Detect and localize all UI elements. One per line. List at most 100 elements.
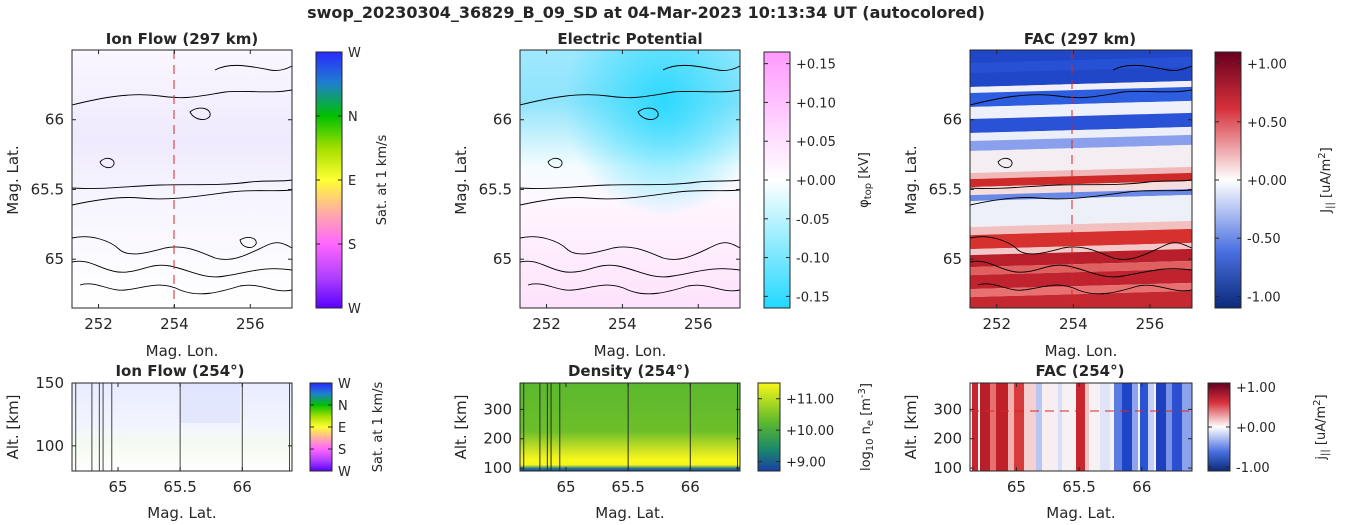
x-tick-label: 254 bbox=[1059, 315, 1088, 333]
fac-profile-ylabel: Alt. [km] bbox=[902, 395, 920, 460]
ion-flow-profile-colorbar-label: Sat. at 1 km/s bbox=[371, 382, 386, 473]
colorbar-tick-label: +0.50 bbox=[1247, 116, 1287, 131]
potential-map-colorbar-label: φtop [kV] bbox=[857, 152, 874, 208]
y-tick-label: 66 bbox=[943, 111, 962, 129]
fac-map-frame bbox=[969, 49, 1193, 309]
density-profile-axes: 65 65.5 66 100 200 300 bbox=[483, 383, 740, 496]
fac-profile-frame bbox=[969, 382, 1193, 472]
y-tick-label: 200 bbox=[933, 430, 962, 448]
fac-map-title: FAC (297 km) bbox=[1024, 30, 1136, 48]
ion-flow-profile-xlabel: Mag. Lat. bbox=[147, 504, 216, 522]
ion-flow-map-colorbar bbox=[316, 52, 342, 308]
colorbar-tick-label: -1.00 bbox=[1247, 290, 1281, 305]
ion-flow-profile-ylabel: Alt. [km] bbox=[4, 395, 22, 460]
y-tick-label: 200 bbox=[483, 430, 512, 448]
y-tick-label: 300 bbox=[483, 400, 512, 418]
colorbar-tick-label: N bbox=[338, 399, 348, 414]
colorbar-tick-label: +1.00 bbox=[1236, 381, 1276, 396]
colorbar-tick-label: S bbox=[348, 238, 356, 253]
x-tick-label: 65 bbox=[108, 478, 127, 496]
ion-flow-map-panel: Ion Flow (297 km) 252 254 256 65 65.5 66 Mag.… bbox=[4, 30, 390, 360]
density-profile-lines bbox=[523, 383, 739, 471]
y-tick-label: 65.5 bbox=[479, 180, 512, 198]
y-tick-label: 65 bbox=[943, 250, 962, 268]
fac-map-colorbar-ticks: +1.00 +0.50 +0.00 -0.50 -1.00 bbox=[1215, 58, 1287, 305]
x-tick-label: 65.5 bbox=[1062, 478, 1095, 496]
y-tick-label: 66 bbox=[45, 111, 64, 129]
colorbar-tick-label: W bbox=[338, 377, 351, 392]
ion-flow-profile-shade bbox=[180, 383, 240, 423]
fac-map-axes: 252 254 256 65 65.5 66 bbox=[929, 50, 1192, 333]
fac-map-colorbar-label: J|| [uA/m2] bbox=[1317, 147, 1336, 213]
ion-flow-profile-panel: Ion Flow (254°) 65 65.5 66 100 150 Mag. Lat.… bbox=[4, 362, 386, 522]
colorbar-tick-label: +0.05 bbox=[796, 135, 836, 150]
y-tick-label: 100 bbox=[933, 459, 962, 477]
fac-profile-xlabel: Mag. Lat. bbox=[1046, 504, 1115, 522]
x-tick-label: 256 bbox=[684, 315, 713, 333]
colorbar-tick-label: S bbox=[338, 443, 346, 458]
density-profile-colorbar bbox=[758, 383, 780, 471]
fac-profile-title: FAC (254°) bbox=[1036, 362, 1125, 380]
x-tick-label: 65.5 bbox=[611, 478, 644, 496]
colorbar-tick-label: +1.00 bbox=[1247, 58, 1287, 73]
ion-flow-profile-axes: 65 65.5 66 100 150 bbox=[35, 374, 292, 496]
y-tick-label: 100 bbox=[483, 459, 512, 477]
ion-flow-map-colorbar-label: Sat. at 1 km/s bbox=[375, 135, 390, 226]
colorbar-tick-label: -0.15 bbox=[796, 290, 830, 305]
x-tick-label: 256 bbox=[236, 315, 265, 333]
ion-flow-map-background bbox=[72, 50, 292, 308]
y-tick-label: 66 bbox=[493, 111, 512, 129]
density-profile-ylabel: Alt. [km] bbox=[452, 395, 470, 460]
colorbar-tick-label: +0.00 bbox=[1247, 174, 1287, 189]
density-profile-colorbar-frame bbox=[757, 382, 781, 472]
ion-flow-map-title: Ion Flow (297 km) bbox=[106, 30, 258, 48]
colorbar-tick-label: -0.50 bbox=[1247, 232, 1281, 247]
y-tick-label: 65 bbox=[493, 250, 512, 268]
potential-map-title: Electric Potential bbox=[557, 30, 702, 48]
density-profile-xlabel: Mag. Lat. bbox=[595, 504, 664, 522]
colorbar-tick-label: N bbox=[348, 110, 358, 125]
ion-flow-profile-colorbar bbox=[310, 383, 332, 471]
colorbar-tick-label: -0.05 bbox=[796, 213, 830, 228]
fac-map-panel: FAC (297 km) bbox=[902, 30, 1336, 360]
fac-map-ylabel: Mag. Lat. bbox=[902, 145, 920, 214]
colorbar-tick-label: W bbox=[348, 302, 361, 317]
fac-profile-panel: FAC (254°) 65 65.5 bbox=[902, 362, 1331, 522]
potential-map-highlight bbox=[520, 50, 740, 308]
y-tick-label: 65.5 bbox=[929, 180, 962, 198]
density-profile-background bbox=[520, 383, 740, 471]
fac-profile-colorbar-ticks: +1.00 +0.00 -1.00 bbox=[1208, 381, 1276, 476]
x-tick-label: 252 bbox=[84, 315, 113, 333]
density-profile-colorbar-label: log10 ne [m-3] bbox=[857, 383, 876, 471]
colorbar-tick-label: +0.00 bbox=[1236, 421, 1276, 436]
y-tick-label: 100 bbox=[35, 437, 64, 455]
colorbar-tick-label: -1.00 bbox=[1236, 461, 1270, 476]
y-tick-label: 150 bbox=[35, 374, 64, 392]
x-tick-label: 65 bbox=[556, 478, 575, 496]
potential-map-frame bbox=[519, 49, 741, 309]
y-tick-label: 65 bbox=[45, 250, 64, 268]
potential-map-panel: Electric Potential 252 254 256 65 65.5 66 Mag… bbox=[452, 30, 874, 360]
fac-map-bands bbox=[970, 50, 1192, 308]
ion-flow-profile-lines bbox=[75, 383, 291, 471]
potential-map-contours bbox=[520, 64, 740, 295]
x-tick-label: 252 bbox=[982, 315, 1011, 333]
ion-flow-map-xlabel: Mag. Lon. bbox=[146, 342, 219, 360]
colorbar-tick-label: +10.00 bbox=[786, 424, 834, 439]
fac-map-xlabel: Mag. Lon. bbox=[1045, 342, 1118, 360]
x-tick-label: 65 bbox=[1007, 478, 1026, 496]
colorbar-tick-label: -0.10 bbox=[796, 252, 830, 267]
colorbar-tick-label: W bbox=[348, 46, 361, 61]
colorbar-tick-label: W bbox=[338, 465, 351, 480]
potential-map-axes: 252 254 256 65 65.5 66 bbox=[479, 50, 740, 333]
x-tick-label: 254 bbox=[608, 315, 637, 333]
ion-flow-map-frame bbox=[71, 49, 293, 309]
density-profile-panel: Density (254°) 65 65.5 66 100 200 300 Mag. La… bbox=[452, 362, 876, 522]
density-profile-frame bbox=[519, 382, 741, 472]
ion-flow-map-colorbar-ticks: W N E S W bbox=[316, 46, 361, 317]
density-profile-title: Density (254°) bbox=[568, 362, 690, 380]
y-tick-label: 300 bbox=[933, 400, 962, 418]
figure-title: swop_20230304_36829_B_09_SD at 04-Mar-20… bbox=[307, 3, 985, 22]
potential-map-xlabel: Mag. Lon. bbox=[594, 342, 667, 360]
